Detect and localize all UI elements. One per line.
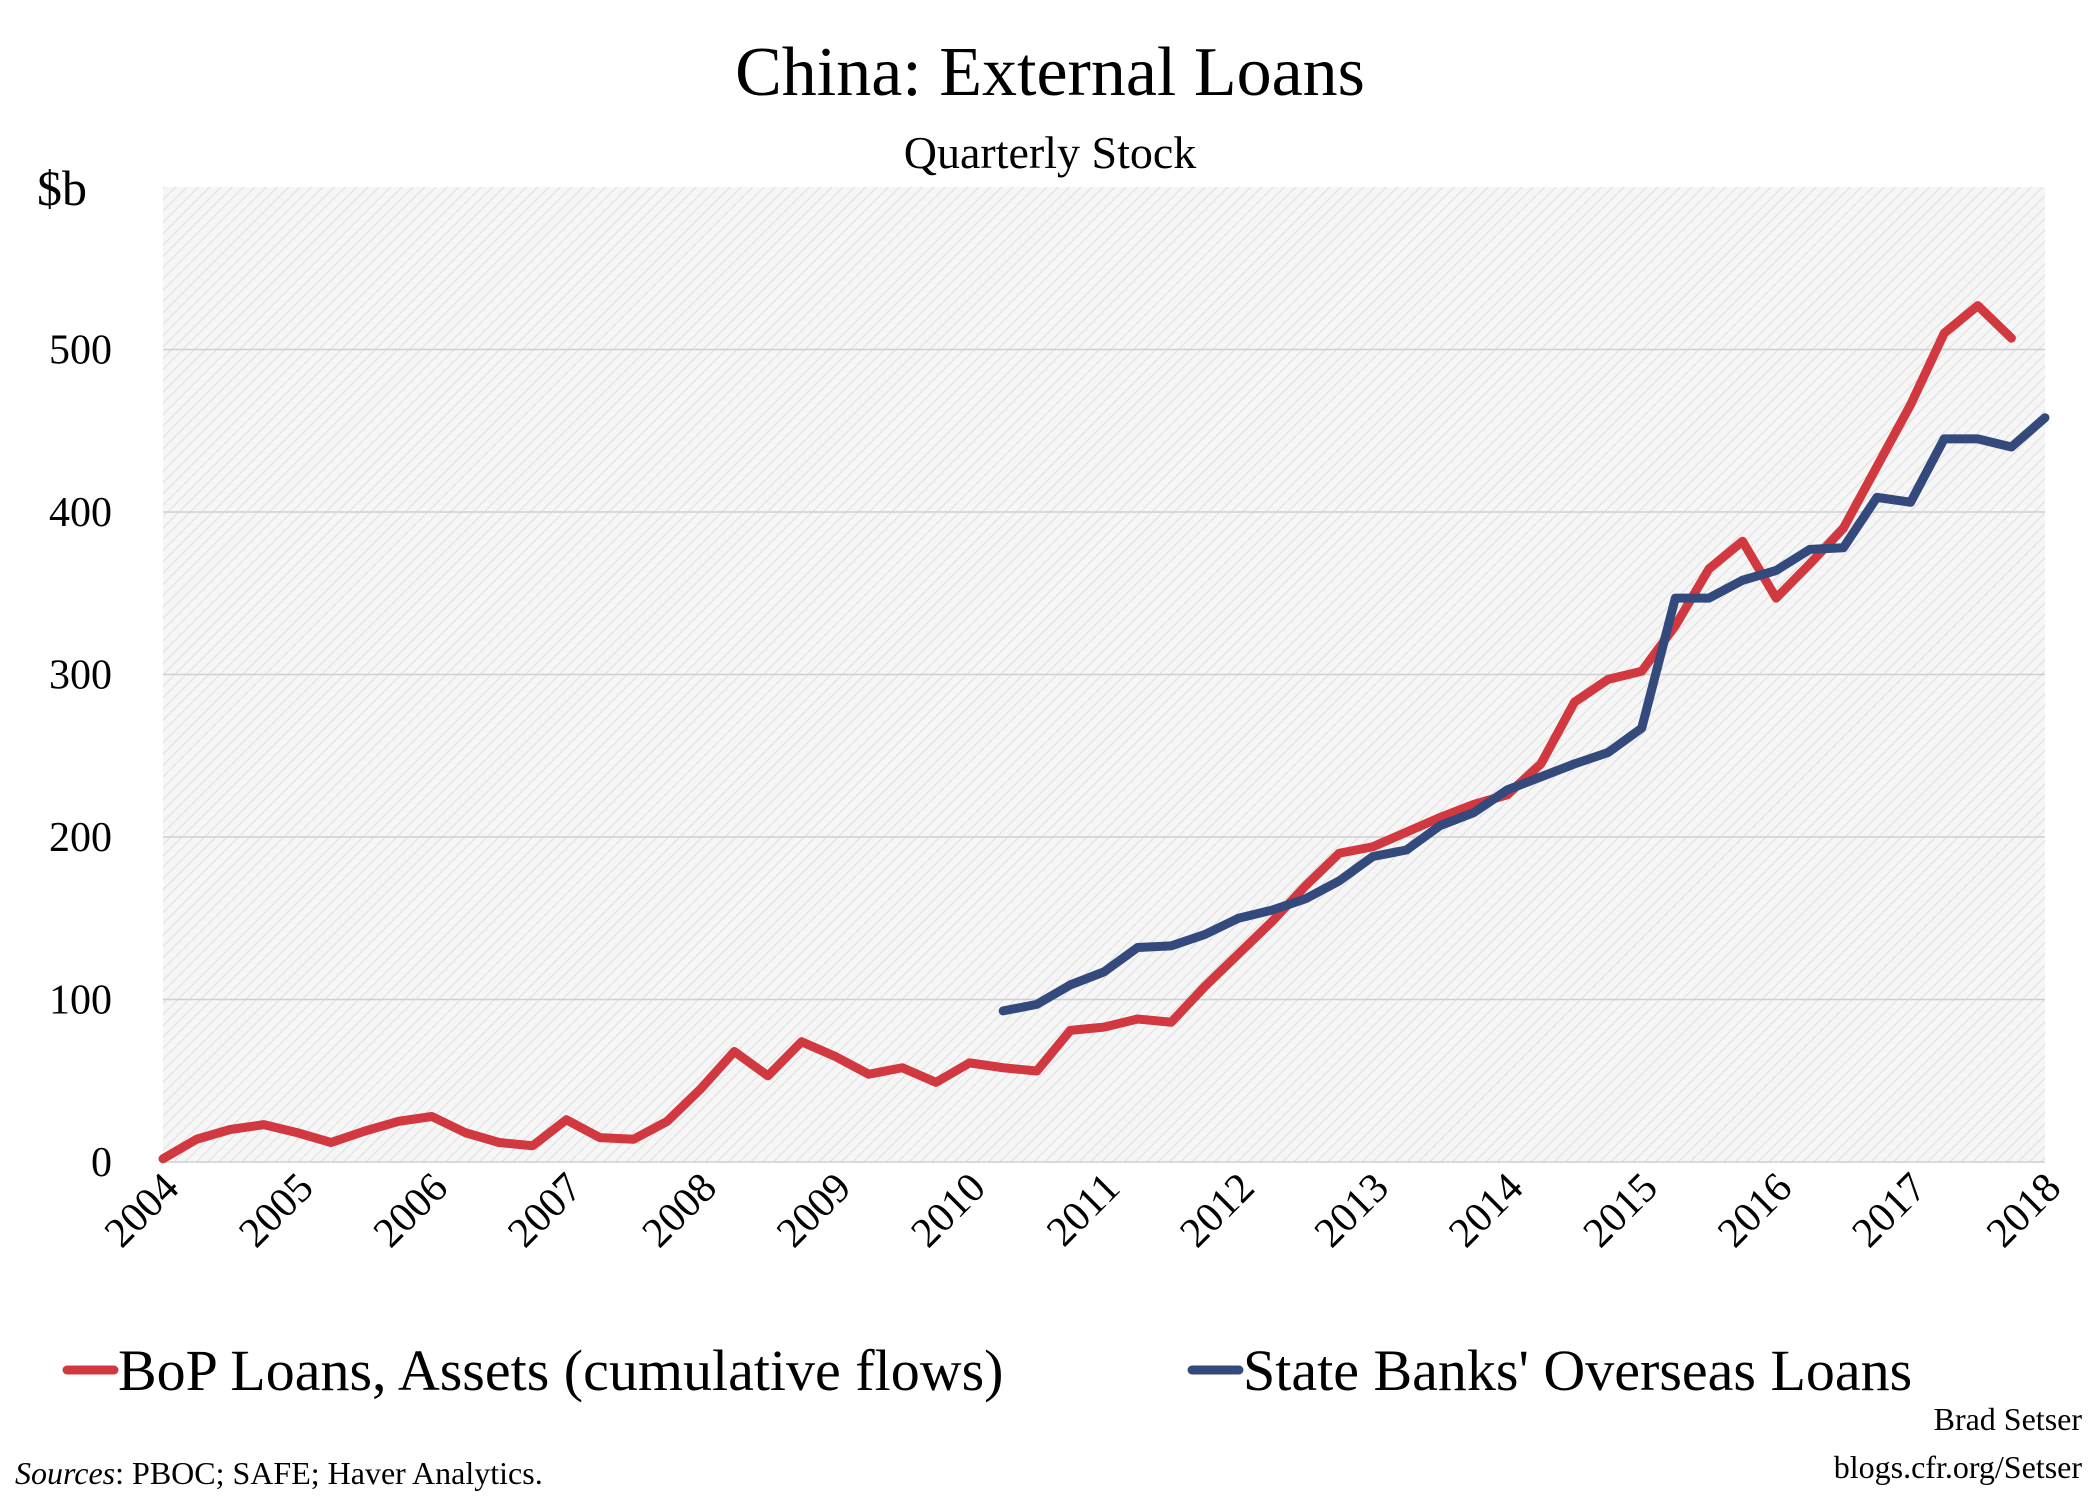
credit: blogs.cfr.org/Setser xyxy=(1834,1449,2083,1485)
x-tick-label: 2011 xyxy=(1038,1165,1129,1256)
credit: Brad Setser xyxy=(1934,1401,2083,1437)
x-tick-label: 2012 xyxy=(1172,1165,1264,1257)
source-note: Sources: PBOC; SAFE; Haver Analytics. xyxy=(15,1455,543,1491)
x-tick-label: 2015 xyxy=(1575,1165,1667,1257)
x-tick-label: 2018 xyxy=(1978,1165,2070,1257)
y-tick-label: 200 xyxy=(49,815,112,861)
x-tick-label: 2008 xyxy=(634,1165,726,1257)
y-tick-label: 300 xyxy=(49,653,112,699)
chart-title: China: External Loans xyxy=(735,34,1365,111)
y-axis-label: $b xyxy=(37,160,87,216)
x-tick-label: 2017 xyxy=(1844,1165,1936,1257)
x-tick-label: 2005 xyxy=(231,1165,323,1257)
series-line xyxy=(158,301,2016,1164)
x-tick-label: 2007 xyxy=(499,1165,591,1257)
x-tick-label: 2016 xyxy=(1709,1165,1801,1257)
series-line xyxy=(998,413,2050,1016)
x-tick-label: 2010 xyxy=(903,1165,995,1257)
x-tick-label: 2009 xyxy=(768,1165,860,1257)
x-tick-label: 2013 xyxy=(1306,1165,1398,1257)
legend-label: State Banks' Overseas Loans xyxy=(1243,1338,1912,1403)
source-text: : PBOC; SAFE; Haver Analytics. xyxy=(115,1455,543,1491)
y-tick-label: 100 xyxy=(49,978,112,1024)
y-tick-label: 0 xyxy=(91,1140,112,1186)
y-tick-label: 400 xyxy=(49,490,112,536)
chart-subtitle: Quarterly Stock xyxy=(904,127,1197,178)
x-tick-label: 2006 xyxy=(365,1165,457,1257)
y-tick-label: 500 xyxy=(49,328,112,374)
x-tick-label: 2014 xyxy=(1440,1165,1532,1257)
legend-label: BoP Loans, Assets (cumulative flows) xyxy=(118,1338,1004,1403)
source-label: Sources xyxy=(15,1455,115,1491)
